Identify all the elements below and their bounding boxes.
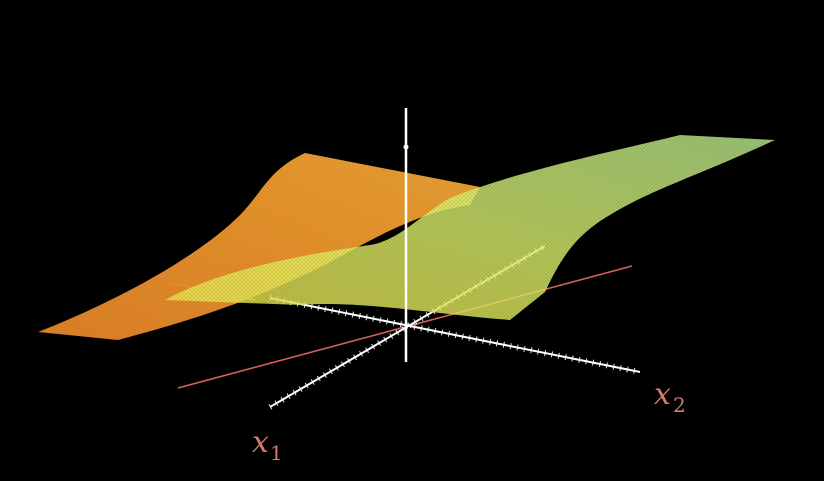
x1-axis-label: x [252, 425, 269, 460]
orange-sigmoid-surface [38, 153, 480, 340]
x2-axis-label: x [654, 377, 671, 412]
green-sigmoid-surface [165, 135, 775, 320]
x2-axis [269, 295, 641, 375]
x1-axis-label-subscript: 1 [270, 441, 283, 465]
vertical-axis [403, 108, 409, 362]
x2-axis-label-subscript: 2 [673, 393, 686, 417]
